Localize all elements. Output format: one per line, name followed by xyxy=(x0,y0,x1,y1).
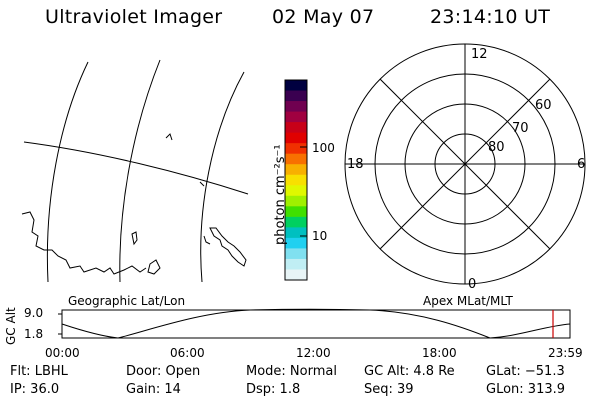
color-bar-label-100: 100 xyxy=(312,141,335,155)
instrument-title: Ultraviolet Imager xyxy=(45,6,223,28)
color-bar-band xyxy=(285,122,307,134)
lat-label-80: 80 xyxy=(488,140,505,155)
geographic-map xyxy=(21,59,249,283)
time-label: 23:14:10 UT xyxy=(430,6,551,28)
longitude-line-2 xyxy=(119,59,161,283)
date-label: 02 May 07 xyxy=(272,6,375,28)
coastline-island-6 xyxy=(199,181,205,187)
xtick-18: 18:00 xyxy=(422,346,457,360)
color-bar-band xyxy=(285,90,307,102)
polar-grid xyxy=(344,43,586,285)
color-bar-band xyxy=(285,174,307,186)
coastline-island-1 xyxy=(147,259,161,275)
xtick-12: 12:00 xyxy=(296,346,331,360)
altitude-right-title: Apex MLat/MLT xyxy=(423,294,513,308)
footer-seq: Seq: 39 xyxy=(364,382,414,397)
color-bar-unit-label: photon cm⁻²s⁻¹ xyxy=(273,144,288,245)
altitude-curve xyxy=(61,308,571,339)
altitude-ytick-9: 9.0 xyxy=(24,306,44,320)
footer-glon: GLon: 313.9 xyxy=(486,382,566,397)
footer-glat: GLat: −51.3 xyxy=(486,364,565,379)
footer-ip: IP: 36.0 xyxy=(10,382,60,397)
color-bar-band xyxy=(285,269,307,281)
color-bar-band xyxy=(285,185,307,197)
altitude-left-title: Geographic Lat/Lon xyxy=(68,294,186,308)
footer-door: Door: Open xyxy=(126,364,201,379)
color-bar-band xyxy=(285,153,307,165)
lat-label-70: 70 xyxy=(512,121,529,136)
footer-dsp: Dsp: 1.8 xyxy=(246,382,301,397)
color-bar-band xyxy=(285,195,307,207)
color-bar xyxy=(285,80,307,281)
color-bar-band xyxy=(285,111,307,123)
mlt-label-6: 6 xyxy=(577,157,586,172)
polar-diagonal-2 xyxy=(379,78,551,250)
altitude-plot xyxy=(58,308,571,339)
coastline-island-3 xyxy=(209,227,247,267)
altitude-ytick-1-8: 1.8 xyxy=(24,327,44,341)
mlt-label-0: 0 xyxy=(468,277,477,292)
longitude-line-1 xyxy=(46,61,89,283)
coastline-island-5 xyxy=(165,133,173,141)
color-bar-band xyxy=(285,237,307,250)
color-bar-band xyxy=(285,164,307,176)
color-bar-band xyxy=(285,143,307,155)
xtick-06: 06:00 xyxy=(170,346,205,360)
color-bar-band xyxy=(285,101,307,113)
color-bar-label-10: 10 xyxy=(312,229,328,243)
coastline-island-4 xyxy=(203,235,211,245)
color-bar-band xyxy=(285,258,307,271)
color-bar-band xyxy=(285,248,307,260)
color-bar-band xyxy=(285,206,307,218)
mlt-label-12: 12 xyxy=(471,47,488,62)
footer-gain: Gain: 14 xyxy=(126,382,181,397)
color-bar-band xyxy=(285,132,307,144)
latitude-line xyxy=(23,141,249,195)
xtick-2359: 23:59 xyxy=(548,346,583,360)
color-bar-band xyxy=(285,227,307,239)
longitude-line-3 xyxy=(200,71,245,283)
coastline-island-2 xyxy=(131,231,138,246)
altitude-plot-frame xyxy=(61,309,571,339)
footer-gc-alt: GC Alt: 4.8 Re xyxy=(364,364,455,379)
color-bar-band xyxy=(285,216,307,228)
xtick-00: 00:00 xyxy=(45,346,80,360)
lat-label-60: 60 xyxy=(535,98,552,113)
mlt-label-18: 18 xyxy=(347,157,364,172)
color-bar-frame xyxy=(284,79,308,281)
footer-mode: Mode: Normal xyxy=(246,364,337,379)
color-bar-band xyxy=(285,80,307,92)
footer-flt: Flt: LBHL xyxy=(10,364,68,379)
altitude-ylabel: GC Alt xyxy=(4,307,18,345)
coastline-main xyxy=(21,211,147,275)
